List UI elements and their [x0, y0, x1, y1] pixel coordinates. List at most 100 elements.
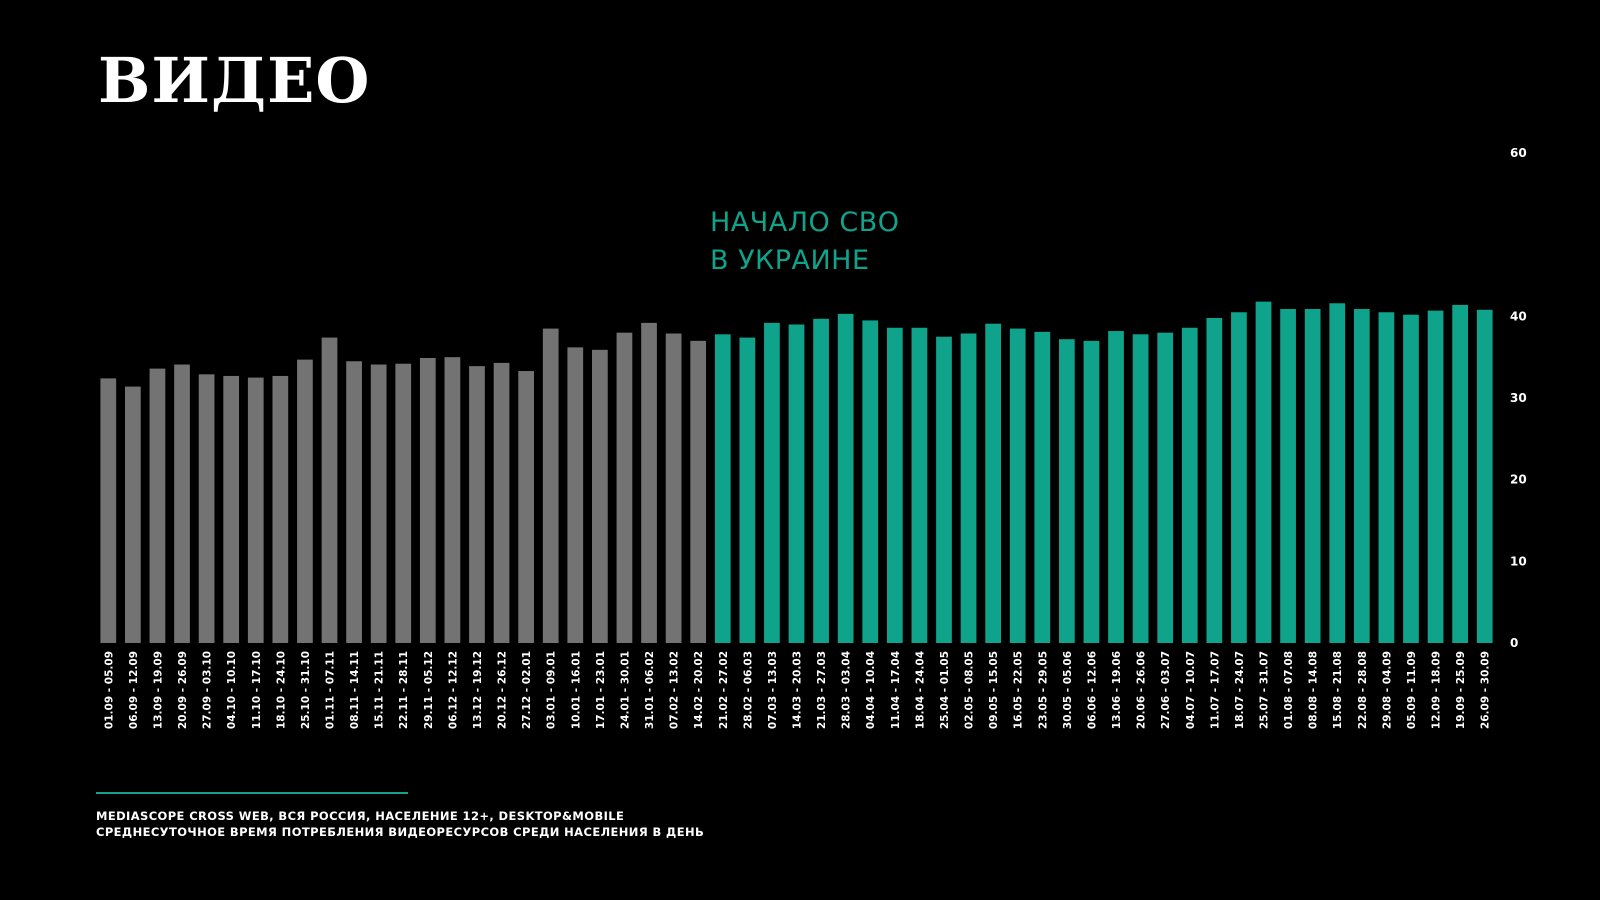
bar-34: [936, 336, 952, 643]
bar-17: [518, 371, 534, 643]
bar-27: [764, 322, 780, 643]
y-tick-label-4: 40: [1510, 309, 1527, 323]
bar-10: [346, 361, 362, 643]
bar-42: [1132, 334, 1149, 643]
bar-13: [419, 357, 436, 643]
bar-53: [1403, 314, 1419, 643]
x-tick-label-11: 15.11 - 21.11: [374, 651, 386, 729]
x-tick-label-49: 08.08 - 14.08: [1308, 651, 1320, 729]
bar-0: [100, 378, 117, 643]
x-tick-label-42: 20.06 - 26.06: [1136, 651, 1148, 729]
x-tick-label-56: 26.09 - 30.09: [1480, 651, 1492, 729]
x-tick-label-53: 05.09 - 11.09: [1406, 651, 1418, 729]
x-tick-label-47: 25.07 - 31.07: [1259, 651, 1271, 729]
x-tick-label-35: 02.05 - 08.05: [964, 651, 976, 729]
x-tick-label-39: 30.05 - 05.06: [1062, 651, 1074, 729]
bar-9: [321, 337, 338, 643]
x-tick-label-34: 25.04 - 01.05: [939, 651, 951, 729]
x-tick-label-6: 11.10 - 17.10: [251, 651, 263, 729]
bar-36: [985, 323, 1001, 643]
bar-54: [1427, 310, 1444, 643]
bar-18: [542, 328, 559, 643]
bar-41: [1108, 331, 1124, 643]
bar-5: [223, 375, 240, 643]
source-note: MEDIASCOPE CROSS WEB, ВСЯ РОССИЯ, НАСЕЛЕ…: [96, 808, 704, 840]
x-tick-label-8: 25.10 - 31.10: [300, 651, 312, 729]
y-tick-label-5: 60: [1510, 146, 1527, 160]
bar-20: [592, 349, 608, 643]
x-tick-label-27: 07.03 - 13.03: [767, 651, 779, 729]
x-tick-label-25: 21.02 - 27.02: [718, 651, 730, 729]
bar-52: [1378, 312, 1395, 643]
bar-21: [616, 332, 633, 643]
bar-26: [739, 337, 756, 643]
x-tick-label-17: 27.12 - 02.01: [521, 651, 533, 729]
bar-chart: 01.09 - 05.09 06.09 - 12.09 13.09 - 19.09 2…: [100, 146, 1527, 729]
x-tick-label-52: 29.08 - 04.09: [1381, 651, 1393, 729]
bar-19: [567, 347, 584, 643]
annotation-line-2: В УКРАИНЕ: [710, 245, 870, 276]
x-tick-label-45: 11.07 - 17.07: [1209, 651, 1221, 729]
bar-39: [1059, 339, 1075, 643]
bar-49: [1304, 308, 1321, 643]
bar-43: [1157, 332, 1174, 643]
x-tick-label-18: 03.01 - 09.01: [546, 651, 558, 729]
bar-56: [1476, 309, 1493, 643]
x-tick-label-51: 22.08 - 28.08: [1357, 651, 1369, 729]
bar-55: [1452, 304, 1468, 643]
bar-25: [714, 334, 731, 643]
bar-35: [960, 333, 977, 643]
x-tick-label-5: 04.10 - 10.10: [226, 651, 238, 729]
bar-16: [493, 362, 510, 643]
y-tick-label-2: 20: [1510, 473, 1527, 487]
bar-45: [1206, 317, 1223, 643]
bar-24: [690, 340, 707, 643]
x-tick-label-44: 04.07 - 10.07: [1185, 651, 1197, 729]
bar-23: [665, 333, 682, 643]
bar-38: [1034, 331, 1051, 643]
x-tick-label-24: 14.02 - 20.02: [693, 651, 705, 729]
footer-divider: [96, 792, 408, 794]
x-tick-labels-group: 01.09 - 05.09 06.09 - 12.09 13.09 - 19.09 2…: [103, 651, 1491, 729]
x-tick-label-13: 29.11 - 05.12: [423, 651, 435, 729]
bar-37: [1009, 328, 1026, 643]
annotation-line-1: НАЧАЛО СВО: [710, 207, 900, 238]
bar-31: [862, 320, 879, 643]
x-tick-label-43: 27.06 - 03.07: [1160, 651, 1172, 729]
bar-30: [837, 313, 854, 643]
y-tick-label-1: 10: [1510, 554, 1527, 568]
x-tick-label-55: 19.09 - 25.09: [1455, 651, 1467, 729]
bar-6: [247, 377, 264, 643]
x-tick-label-23: 07.02 - 13.02: [669, 651, 681, 729]
x-tick-label-22: 31.01 - 06.02: [644, 651, 656, 729]
x-tick-label-38: 23.05 - 29.05: [1037, 651, 1049, 729]
x-tick-label-36: 09.05 - 15.05: [988, 651, 1000, 729]
x-tick-label-33: 18.04 - 24.04: [914, 651, 926, 729]
x-tick-label-41: 13.06 - 19.06: [1111, 651, 1123, 729]
x-tick-label-50: 15.08 - 21.08: [1332, 651, 1344, 729]
x-tick-label-46: 18.07 - 24.07: [1234, 651, 1246, 729]
x-tick-label-54: 12.09 - 18.09: [1431, 651, 1443, 729]
x-tick-label-21: 24.01 - 30.01: [619, 651, 631, 729]
bar-3: [174, 364, 190, 643]
x-tick-label-4: 27.09 - 03.10: [202, 651, 214, 729]
x-tick-label-20: 17.01 - 23.01: [595, 651, 607, 729]
x-tick-label-19: 10.01 - 16.01: [570, 651, 582, 729]
x-tick-label-40: 06.06 - 12.06: [1086, 651, 1098, 729]
bar-15: [469, 366, 485, 643]
x-tick-label-1: 06.09 - 12.09: [128, 651, 140, 729]
x-tick-label-37: 16.05 - 22.05: [1013, 651, 1025, 729]
bar-48: [1280, 308, 1296, 643]
x-tick-label-30: 28.03 - 03.04: [841, 651, 853, 729]
x-tick-label-10: 08.11 - 14.11: [349, 651, 361, 729]
x-tick-label-15: 13.12 - 19.12: [472, 651, 484, 729]
x-tick-label-31: 04.04 - 10.04: [865, 651, 877, 729]
bar-11: [370, 364, 387, 643]
y-tick-labels-group: 0 10 20 30 40 60: [1510, 146, 1527, 650]
bar-44: [1181, 327, 1198, 643]
y-tick-label-0: 0: [1510, 636, 1518, 650]
x-tick-label-3: 20.09 - 26.09: [177, 651, 189, 729]
annotation-svo-start: НАЧАЛО СВО В УКРАИНЕ: [710, 204, 900, 280]
x-tick-label-9: 01.11 - 07.11: [325, 651, 337, 729]
bar-46: [1231, 312, 1247, 643]
